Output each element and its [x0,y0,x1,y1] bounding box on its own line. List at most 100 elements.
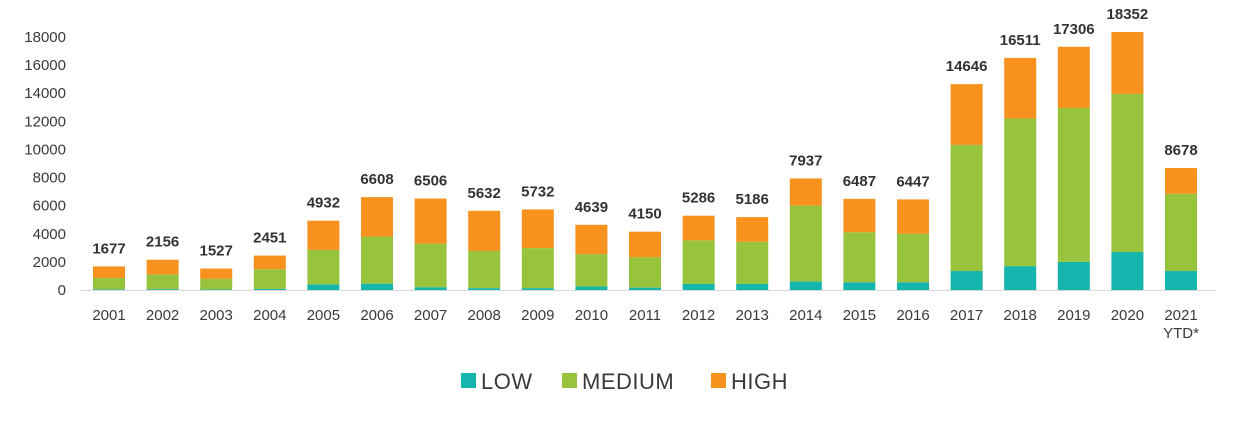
y-tick-label: 12000 [24,113,66,130]
x-tick-label: 2002 [146,307,179,324]
bar-segment-medium [575,254,608,287]
bar-segment-medium [146,274,179,290]
bar-total-label: 5186 [736,191,769,208]
legend: LOW MEDIUM HIGH [461,369,788,394]
bar-segment-medium [629,257,661,288]
x-tick-label: 2011 [629,307,661,324]
x-tick-label: 2015 [843,307,876,324]
bar-segment-medium [93,278,125,290]
bar-segment-high [361,197,393,237]
bar-total-label: 8678 [1164,142,1197,159]
bar-segment-medium [1111,93,1144,253]
bar-total-label: 1677 [92,240,125,257]
y-tick-label: 2000 [33,254,66,271]
bar-total-label: 14646 [946,58,988,75]
bar-total-label: 5286 [682,190,715,207]
bar-total-label: 1527 [200,243,233,260]
legend-swatch-high [711,373,726,388]
bar-segment-high [789,178,822,206]
bar-segment-medium [950,144,983,272]
bar-segment-medium [1165,193,1197,272]
bar-segment-high [897,199,929,234]
bar-segment-high [200,268,233,279]
bar-segment-low [468,288,501,290]
x-tick-label: 2020 [1111,307,1144,324]
bar-total-label: 18352 [1107,6,1149,23]
bar-segment-medium [521,248,554,289]
bar-segment-high [253,255,286,270]
bar-total-label: 5732 [521,183,554,200]
bar-segment-medium [468,250,501,289]
bar-segment-medium [897,233,929,283]
total-labels: 1677 2156 1527 2451 4932 6608 6506 5632 5732 4639… [92,6,1197,259]
bar-total-label: 4639 [575,199,608,216]
bar-segment-low [789,281,822,290]
y-tick-label: 8000 [33,170,66,187]
bar-segment-medium [1004,118,1037,267]
legend-label-medium: MEDIUM [582,369,674,394]
y-tick-label: 6000 [33,198,66,215]
bar-segment-low [897,282,929,290]
x-axis: 2001 2002 2003 2004 2005 2006 2007 2008 2009 2010… [80,290,1216,342]
bar-segment-high [1111,32,1144,94]
bar-segment-high [521,209,554,249]
x-tick-label: 2012 [682,307,715,324]
bar-segment-low [1111,252,1144,290]
legend-label-low: LOW [481,369,533,394]
bar-total-label: 16511 [1000,32,1041,49]
y-tick-label: 0 [58,282,66,299]
bar-segment-low [950,271,983,290]
bar-segment-high [414,198,447,244]
bars [93,32,1197,290]
bar-segment-low [307,284,340,290]
bar-total-label: 2156 [146,234,179,251]
bar-total-label: 4932 [307,195,340,212]
y-tick-label: 18000 [24,29,66,46]
bar-total-label: 6506 [414,173,447,190]
bar-segment-low [414,287,447,290]
x-tick-label: 2008 [468,307,501,324]
bar-segment-high [575,224,608,255]
bar-total-label: 2451 [253,230,286,247]
bar-segment-medium [200,278,233,290]
x-tick-label: 2001 [92,307,125,324]
x-tick-label: 2013 [736,307,769,324]
bar-total-label: 6487 [843,173,876,190]
x-tick-label: 2004 [253,307,286,324]
legend-swatch-low [461,373,476,388]
bar-segment-medium [414,243,447,288]
bar-segment-medium [307,249,340,285]
bar-segment-high [93,266,125,279]
x-tick-label: 2016 [896,307,929,324]
x-tick-label: 2021 YTD* [1163,307,1199,342]
x-tick-label: 2014 [789,307,822,324]
bar-segment-low [1057,261,1090,290]
bar-segment-high [843,198,876,233]
bar-total-label: 6608 [360,171,393,188]
legend-label-high: HIGH [731,369,788,394]
y-axis: 0 2000 4000 6000 8000 10000 12000 14000 16000 180… [24,29,66,299]
bar-segment-high [146,259,179,275]
bar-segment-low [253,288,286,290]
bar-segment-high [1057,46,1090,108]
bar-total-label: 6447 [896,173,929,190]
bar-segment-high [468,210,501,251]
x-tick-label: 2019 [1057,307,1090,324]
bar-segment-medium [361,236,393,284]
bar-segment-high [682,215,715,241]
x-tick-label: 2005 [307,307,340,324]
x-tick-label: 2010 [575,307,608,324]
bar-segment-low [682,283,715,290]
bar-segment-medium [736,241,769,284]
bar-segment-high [950,84,983,145]
bar-total-label: 17306 [1053,21,1095,38]
bar-segment-medium [682,240,715,284]
bar-segment-high [629,231,661,258]
bar-segment-medium [1057,107,1090,262]
bar-segment-low [146,289,179,290]
bar-segment-low [843,282,876,290]
legend-swatch-medium [562,373,577,388]
bar-segment-high [307,220,340,250]
bar-total-label: 4150 [628,206,661,223]
